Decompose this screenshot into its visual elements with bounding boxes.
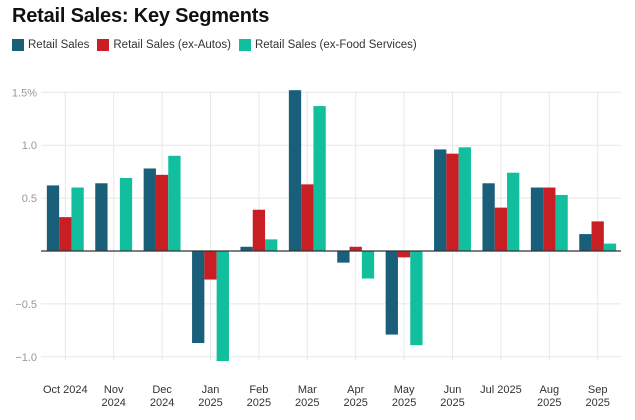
bar-retail-sales-ex-food-services (216, 251, 229, 362)
bar-retail-sales (530, 187, 544, 251)
legend-item-ex-autos[interactable]: Retail Sales (ex-Autos) (97, 39, 231, 51)
x-tick-label: Oct 2024 (43, 384, 88, 396)
bar-retail-sales-ex-food-services (603, 243, 617, 251)
bar-retail-sales-ex-autos (543, 187, 556, 251)
bar-retail-sales (288, 90, 302, 252)
bar-retail-sales (46, 185, 60, 251)
bars (46, 90, 617, 362)
legend-label-ex-autos: Retail Sales (ex-Autos) (113, 39, 231, 51)
x-tick-label: Feb 2025 (247, 384, 271, 409)
bar-retail-sales-ex-food-services (71, 187, 84, 251)
bar-retail-sales-ex-autos (446, 153, 459, 251)
bar-retail-sales-ex-food-services (410, 251, 423, 346)
legend-swatch-ex-food-services (238, 39, 251, 51)
x-tick-label: Apr 2025 (343, 384, 367, 409)
bar-retail-sales-ex-food-services (168, 155, 181, 251)
bar-retail-sales-ex-autos (494, 207, 508, 251)
bar-retail-sales (385, 251, 398, 335)
bar-retail-sales (240, 246, 253, 251)
bar-retail-sales-ex-autos (155, 174, 169, 251)
x-tick-label: Jul 2025 (480, 384, 522, 396)
x-tick-label: Aug 2025 (537, 384, 561, 409)
bar-retail-sales-ex-food-services (361, 251, 375, 279)
x-tick-label: Mar 2025 (295, 384, 319, 409)
x-tick-label: May 2025 (392, 384, 416, 409)
bar-retail-sales-ex-autos (301, 184, 314, 251)
bar-retail-sales (434, 149, 447, 251)
y-tick-label: 1.5% (12, 87, 37, 99)
bar-retail-sales-ex-food-services (119, 177, 133, 251)
bar-retail-sales-ex-autos (397, 251, 411, 258)
bar-retail-sales-ex-autos (204, 251, 217, 280)
y-tick-label: 0.5 (22, 193, 37, 205)
bar-retail-sales-ex-autos (59, 217, 72, 251)
y-tick-label: 1.0 (22, 140, 37, 152)
legend-swatch-retail-sales (12, 39, 24, 51)
bar-retail-sales-ex-autos (252, 209, 266, 251)
bar-retail-sales-ex-food-services (555, 194, 568, 251)
legend-label-retail-sales: Retail Sales (28, 39, 90, 51)
bar-retail-sales-ex-autos (349, 246, 362, 251)
chart-title: Retail Sales: Key Segments (12, 5, 270, 27)
x-tick-label: Jan 2025 (198, 384, 222, 409)
legend-label-ex-food-services: Retail Sales (ex-Food Services) (254, 39, 417, 51)
x-axis-ticks: Oct 2024 Nov 2024 Dec 2024 Jan 2025 Feb 2025 Mar 2… (43, 384, 610, 409)
y-tick-label: −0.5 (15, 299, 37, 311)
bar-retail-sales (143, 168, 156, 251)
x-tick-label: Dec 2024 (150, 384, 174, 409)
bar-retail-sales (95, 183, 108, 251)
x-tick-label: Sep 2025 (585, 384, 609, 409)
legend-item-retail-sales[interactable]: Retail Sales (12, 39, 89, 51)
x-tick-label: Jun 2025 (440, 384, 464, 409)
y-tick-label: −1.0 (15, 352, 37, 364)
bar-retail-sales-ex-food-services (313, 106, 326, 251)
bar-retail-sales-ex-food-services (458, 147, 471, 251)
legend: Retail Sales Retail Sales (ex-Autos) Ret… (12, 39, 425, 51)
bar-retail-sales-ex-food-services (507, 172, 520, 251)
bar-retail-sales-ex-food-services (265, 239, 278, 251)
gridlines (41, 91, 621, 361)
bar-retail-sales (579, 234, 592, 251)
x-tick-label: Nov 2024 (101, 384, 125, 409)
legend-swatch-ex-autos (97, 39, 110, 51)
y-axis-ticks: 1.5% 1.0 0.5 −0.5 −1.0 (12, 87, 37, 364)
bar-retail-sales-ex-autos (591, 221, 604, 251)
bar-retail-sales (192, 251, 205, 344)
bar-retail-sales (337, 251, 350, 263)
legend-item-ex-food-services[interactable]: Retail Sales (ex-Food Services) (238, 39, 417, 51)
bar-retail-sales (482, 183, 495, 251)
